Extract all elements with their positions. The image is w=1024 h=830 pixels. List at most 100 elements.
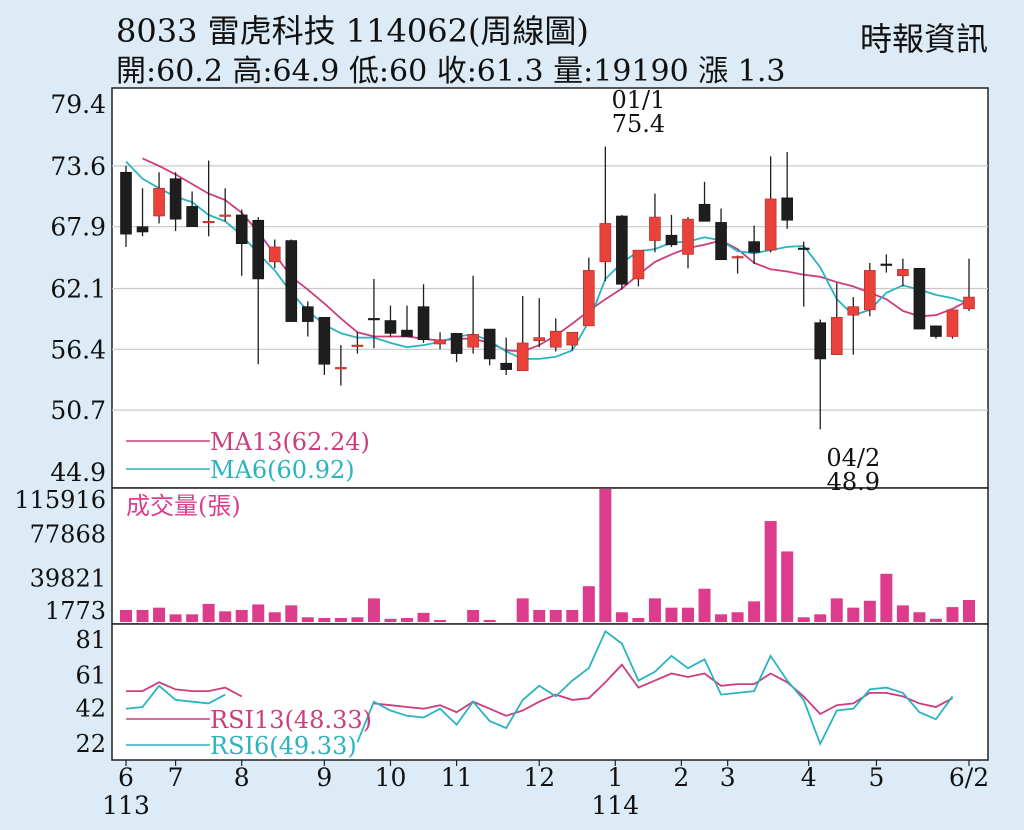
volume-bar xyxy=(715,614,728,622)
candle-body xyxy=(500,362,512,370)
volume-bar xyxy=(814,614,827,622)
rsi6-legend-label: RSI6(49.33) xyxy=(210,732,357,760)
ma6-legend-label: MA6(60.92) xyxy=(210,456,355,484)
price-tick-label: 44.9 xyxy=(50,458,106,487)
x-tick-label: 5 xyxy=(868,763,884,792)
chart-title: 8033 雷虎科技 114062(周線圖) xyxy=(116,12,589,50)
volume-bar xyxy=(334,617,347,622)
volume-bar xyxy=(153,607,166,622)
volume-bar xyxy=(896,605,909,622)
x-tick-label: 11 xyxy=(441,763,473,792)
volume-bar xyxy=(285,605,298,622)
x-tick-label: 6 xyxy=(118,763,134,792)
x-tick-label: 2 xyxy=(673,763,689,792)
volume-bar xyxy=(764,521,777,622)
ohlc-summary: 開:60.2 高:64.9 低:60 收:61.3 量:19190 漲 1.3 xyxy=(116,54,786,89)
rsi13-legend-label: RSI13(48.33) xyxy=(210,706,372,734)
volume-bar xyxy=(566,609,579,622)
volume-bar xyxy=(202,603,215,622)
candle-body xyxy=(483,328,496,360)
x-tick-label: 7 xyxy=(168,763,184,792)
candle-body xyxy=(665,234,678,246)
candle-body xyxy=(715,222,727,261)
low-annotation-value: 48.9 xyxy=(827,468,880,496)
volume-bar xyxy=(963,599,975,622)
volume-bar xyxy=(847,607,860,622)
x-year-label: 114 xyxy=(591,791,639,820)
candle-body xyxy=(401,329,413,337)
volume-bar xyxy=(682,607,694,622)
rsi-tick-label: 61 xyxy=(75,661,106,689)
x-year-label: 113 xyxy=(102,791,150,820)
candle-body xyxy=(781,197,793,221)
candle-body xyxy=(351,344,364,347)
candle-body xyxy=(169,178,182,220)
candle-body xyxy=(731,256,744,259)
price-tick-label: 73.6 xyxy=(50,152,106,181)
chart-header: 8033 雷虎科技 114062(周線圖) 開:60.2 高:64.9 低:60… xyxy=(0,0,1024,89)
candle-body xyxy=(814,322,827,360)
candle-body xyxy=(533,337,546,342)
volume-bar xyxy=(417,612,430,622)
volume-bar xyxy=(731,612,744,622)
candle-body xyxy=(583,270,595,327)
ma13-legend-label: MA13(62.24) xyxy=(210,428,370,456)
data-source: 時報資訊 xyxy=(859,20,988,58)
volume-bar xyxy=(880,573,893,622)
rsi6-line xyxy=(356,629,954,747)
volume-bar xyxy=(120,609,132,622)
volume-bar xyxy=(632,617,645,622)
volume-bar xyxy=(913,612,926,622)
axis-labels: 79.4 73.6 67.9 62.1 56.4 50.7 44.9 01/175.4 04/2… xyxy=(14,86,989,820)
candle-body xyxy=(136,226,149,233)
candle-body xyxy=(417,306,430,341)
volume-bar xyxy=(698,588,711,622)
volume-bar xyxy=(533,609,546,622)
volume-bar xyxy=(516,598,529,622)
volume-bar xyxy=(235,609,248,622)
volume-tick-label: 115916 xyxy=(14,486,106,514)
volume-bar xyxy=(136,609,149,622)
rsi-tick-label: 42 xyxy=(75,695,106,723)
volume-bar xyxy=(483,619,496,622)
x-tick-label: 8 xyxy=(234,763,250,792)
x-tick-label: 3 xyxy=(720,763,736,792)
volume-tick-label: 77868 xyxy=(30,521,106,549)
rsi-tick-label: 81 xyxy=(75,626,106,654)
volume-bar xyxy=(549,609,562,622)
volume-bar xyxy=(268,612,281,622)
volume-bar xyxy=(434,619,447,622)
volume-bar xyxy=(830,598,843,622)
x-tick-label: 9 xyxy=(316,763,332,792)
candle-body xyxy=(847,306,860,316)
volume-layer: 成交量(張) xyxy=(120,489,975,622)
candle-body xyxy=(748,241,760,253)
candle-body xyxy=(682,218,694,255)
volume-bar xyxy=(219,611,232,622)
candle-body xyxy=(120,171,132,235)
candle-body xyxy=(235,214,248,245)
volume-bar xyxy=(401,617,413,622)
volume-tick-label: 1773 xyxy=(45,597,106,625)
candle-body xyxy=(797,247,810,250)
volume-tick-label: 39821 xyxy=(30,564,106,592)
candle-body xyxy=(632,249,645,280)
volume-bar xyxy=(863,600,876,622)
price-tick-label: 67.9 xyxy=(50,213,106,242)
candle-body xyxy=(268,246,281,263)
candle-body xyxy=(450,333,463,354)
price-layer: MA13(62.24)MA6(60.92) xyxy=(120,146,975,484)
candle-body xyxy=(616,215,628,285)
candle-body xyxy=(549,330,562,348)
volume-bar xyxy=(384,618,397,622)
candle-body xyxy=(930,325,942,337)
volume-bar xyxy=(318,617,331,622)
candle-body xyxy=(649,216,661,241)
volume-bar xyxy=(946,607,959,622)
volume-bar xyxy=(665,607,678,622)
high-annotation-value: 75.4 xyxy=(612,110,665,138)
candle-body xyxy=(864,270,876,311)
candle-body xyxy=(566,331,579,346)
x-tick-label: 4 xyxy=(801,763,817,792)
